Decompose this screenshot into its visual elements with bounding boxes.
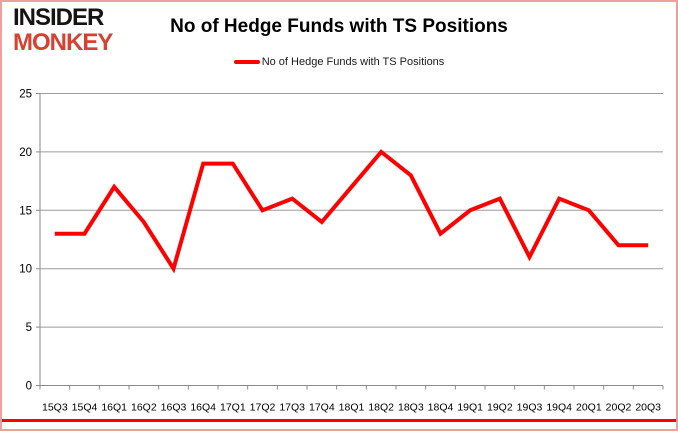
series-line-hedge-funds <box>54 149 649 274</box>
x-tick-label: 19Q2 <box>487 402 513 414</box>
y-tick-label: 5 <box>26 322 32 334</box>
x-tick-label: 17Q1 <box>220 402 246 414</box>
x-tick-label: 17Q2 <box>250 402 276 414</box>
logo-line-insider: INSIDER <box>13 4 104 31</box>
x-tick-label: 15Q4 <box>72 402 98 414</box>
x-tick-label: 18Q4 <box>428 402 454 414</box>
x-tick-label: 19Q4 <box>546 402 572 414</box>
logo-line-monkey: MONKEY <box>13 29 113 56</box>
x-tick-label: 20Q2 <box>606 402 632 414</box>
x-axis-ticks <box>39 385 664 390</box>
legend-label: No of Hedge Funds with TS Positions <box>261 56 445 68</box>
y-tick-label: 10 <box>19 264 32 276</box>
y-tick-label: 20 <box>19 147 32 159</box>
x-tick-label: 16Q2 <box>131 402 157 414</box>
x-tick-label: 15Q3 <box>42 402 68 414</box>
x-axis-labels: 15Q3 15Q4 16Q1 16Q2 16Q3 16Q4 17Q1 17Q2 17Q3 17Q4… <box>42 402 661 414</box>
chart-title: No of Hedge Funds with TS Positions <box>170 16 508 37</box>
x-tick-label: 18Q3 <box>398 402 424 414</box>
bottom-accent-strip <box>2 419 676 422</box>
y-axis-labels: 0 5 10 15 20 25 <box>19 89 32 393</box>
gridlines <box>36 93 663 386</box>
x-tick-label: 17Q3 <box>279 402 305 414</box>
chart-legend: No of Hedge Funds with TS Positions <box>0 56 678 68</box>
y-tick-label: 15 <box>19 205 32 217</box>
x-tick-label: 19Q1 <box>457 402 483 414</box>
insider-monkey-logo: INSIDER MONKEY <box>13 4 113 56</box>
x-tick-label: 20Q3 <box>635 402 661 414</box>
x-tick-label: 18Q2 <box>368 402 394 414</box>
legend-line-marker-icon <box>233 60 260 64</box>
x-tick-label: 17Q4 <box>309 402 335 414</box>
x-tick-label: 16Q4 <box>190 402 216 414</box>
x-tick-label: 18Q1 <box>339 402 365 414</box>
y-tick-label: 0 <box>26 381 32 393</box>
x-tick-label: 16Q3 <box>161 402 187 414</box>
x-tick-label: 16Q1 <box>101 402 127 414</box>
x-tick-label: 19Q3 <box>517 402 543 414</box>
x-tick-label: 20Q1 <box>576 402 602 414</box>
y-tick-label: 25 <box>19 89 32 101</box>
